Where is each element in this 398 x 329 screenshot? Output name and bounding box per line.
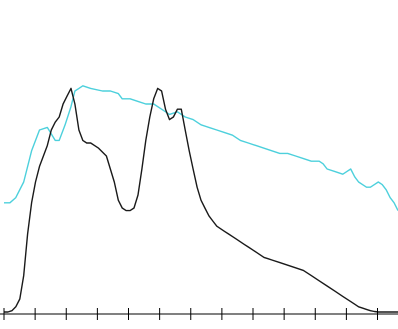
series-line-2 (4, 87, 398, 313)
x-axis (0, 308, 398, 320)
series-line-1 (4, 85, 398, 211)
series-layer (4, 85, 398, 313)
